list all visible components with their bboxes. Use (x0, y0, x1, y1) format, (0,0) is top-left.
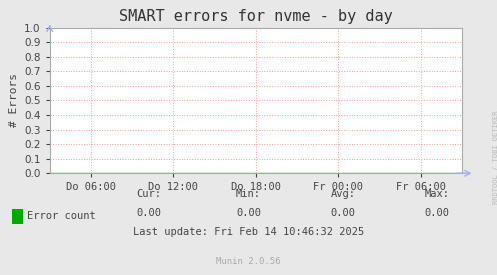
Text: 0.00: 0.00 (331, 208, 355, 218)
Y-axis label: # Errors: # Errors (8, 73, 18, 127)
Text: Min:: Min: (236, 189, 261, 199)
Text: Error count: Error count (27, 211, 96, 221)
Text: Cur:: Cur: (137, 189, 162, 199)
Text: RRDTOOL / TOBI OETIKER: RRDTOOL / TOBI OETIKER (493, 110, 497, 204)
Text: 0.00: 0.00 (425, 208, 450, 218)
Title: SMART errors for nvme - by day: SMART errors for nvme - by day (119, 9, 393, 24)
Text: 0.00: 0.00 (137, 208, 162, 218)
Text: Last update: Fri Feb 14 10:46:32 2025: Last update: Fri Feb 14 10:46:32 2025 (133, 227, 364, 237)
Text: Avg:: Avg: (331, 189, 355, 199)
Text: Munin 2.0.56: Munin 2.0.56 (216, 257, 281, 266)
Text: 0.00: 0.00 (236, 208, 261, 218)
Text: Max:: Max: (425, 189, 450, 199)
